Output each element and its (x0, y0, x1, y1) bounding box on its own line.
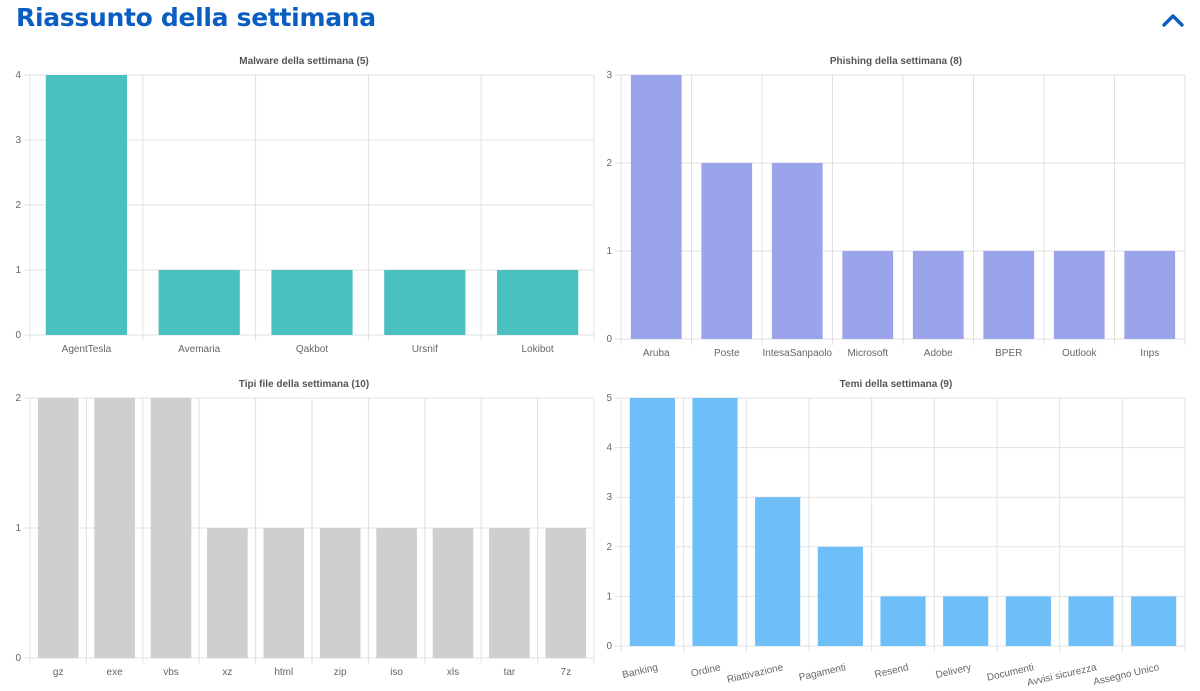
x-tick-label: vbs (163, 667, 179, 678)
bar-pagamenti[interactable] (817, 546, 863, 646)
x-tick-label: Outlook (1062, 348, 1097, 359)
x-tick-label: Inps (1140, 348, 1159, 359)
x-tick-label: Adobe (924, 348, 953, 359)
chart-title: Temi della settimana (9) (840, 379, 953, 390)
x-tick-label: Avvisi sicurezza (1026, 662, 1098, 689)
collapse-button[interactable] (1158, 8, 1188, 30)
chart-1: Malware della settimana (5) 0 1 2 3 4 AgentTes… (15, 56, 595, 355)
bar-ursnif[interactable] (384, 270, 466, 335)
bar-intesasanpaolo[interactable] (771, 163, 823, 339)
x-tick-label: Qakbot (296, 344, 328, 355)
x-tick-label: xz (222, 667, 232, 678)
bar-xls[interactable] (432, 528, 474, 658)
bar-xz[interactable] (207, 528, 248, 658)
x-tick-label: Aruba (643, 348, 670, 359)
x-tick-label: html (274, 667, 293, 678)
x-tick-label: 7z (561, 667, 572, 678)
bar-ordine[interactable] (692, 398, 738, 646)
chevron-up-icon (1162, 14, 1184, 27)
y-tick-label: 2 (606, 542, 612, 553)
x-tick-label: tar (504, 667, 516, 678)
bar-adobe[interactable] (912, 251, 964, 339)
x-tick-label: IntesaSanpaolo (762, 348, 832, 359)
page-title: Riassunto della settimana (16, 3, 376, 32)
bar-html[interactable] (263, 528, 305, 658)
bar-tar[interactable] (489, 528, 530, 658)
x-tick-label: iso (390, 667, 403, 678)
bar-avvisi-sicurezza[interactable] (1068, 596, 1114, 646)
bar-vbs[interactable] (150, 398, 192, 658)
x-tick-label: Pagamenti (798, 662, 847, 683)
bar-inps[interactable] (1124, 251, 1176, 339)
x-tick-label: Ursnif (412, 344, 438, 355)
bar-iso[interactable] (376, 528, 417, 658)
y-tick-label: 3 (606, 492, 612, 503)
bar-banking[interactable] (629, 398, 675, 646)
y-tick-label: 4 (15, 70, 21, 81)
y-tick-label: 4 (606, 443, 612, 454)
y-tick-label: 1 (606, 591, 612, 602)
bar-aruba[interactable] (630, 75, 682, 339)
chart-3: Tipi file della settimana (10) 0 1 2 gz exe vb… (15, 379, 595, 678)
y-tick-label: 2 (15, 393, 21, 404)
x-tick-label: Ordine (690, 662, 722, 680)
y-tick-label: 2 (606, 158, 612, 169)
bar-assegno-unico[interactable] (1131, 596, 1177, 646)
bar-riattivazione[interactable] (755, 497, 801, 646)
bar-delivery[interactable] (943, 596, 989, 646)
bar-qakbot[interactable] (271, 270, 353, 335)
chart-4: Temi della settimana (9) 0 1 2 3 4 5 Banking Ord… (606, 379, 1186, 689)
bar-7z[interactable] (545, 528, 587, 658)
y-tick-label: 3 (606, 70, 612, 81)
chart-title: Malware della settimana (5) (239, 56, 369, 67)
x-tick-label: BPER (995, 348, 1022, 359)
y-tick-label: 3 (15, 135, 21, 146)
x-tick-label: xls (447, 667, 459, 678)
x-tick-label: Resend (874, 662, 910, 680)
y-tick-label: 2 (15, 200, 21, 211)
bar-microsoft[interactable] (842, 251, 894, 339)
x-tick-label: Lokibot (521, 344, 553, 355)
bar-resend[interactable] (880, 596, 926, 646)
chart-2: Phishing della settimana (8) 0 1 2 3 Aruba Pos… (606, 56, 1186, 359)
y-tick-label: 0 (15, 653, 21, 664)
y-tick-label: 0 (606, 334, 612, 345)
bar-exe[interactable] (94, 398, 135, 658)
x-tick-label: zip (334, 667, 347, 678)
x-tick-label: Delivery (935, 662, 973, 681)
y-tick-label: 1 (15, 265, 21, 276)
x-tick-label: Microsoft (847, 348, 888, 359)
x-tick-label: exe (107, 667, 124, 678)
x-tick-label: gz (53, 667, 64, 678)
bar-gz[interactable] (37, 398, 79, 658)
y-tick-label: 0 (15, 330, 21, 341)
bar-zip[interactable] (319, 528, 361, 658)
y-tick-label: 1 (606, 246, 612, 257)
x-tick-label: Riattivazione (726, 662, 785, 686)
bar-bper[interactable] (983, 251, 1035, 339)
bar-poste[interactable] (701, 163, 753, 339)
bar-documenti[interactable] (1005, 596, 1051, 646)
x-tick-label: Banking (621, 662, 659, 681)
bar-lokibot[interactable] (496, 270, 579, 335)
chart-title: Tipi file della settimana (10) (239, 379, 369, 390)
bar-avemaria[interactable] (158, 270, 240, 335)
y-tick-label: 1 (15, 523, 21, 534)
bar-agenttesla[interactable] (45, 75, 128, 335)
bar-outlook[interactable] (1053, 251, 1105, 339)
y-tick-label: 5 (606, 393, 612, 404)
x-tick-label: Poste (714, 348, 740, 359)
x-tick-label: Assegno Unico (1092, 662, 1160, 688)
y-tick-label: 0 (606, 641, 612, 652)
x-tick-label: Avemaria (178, 344, 220, 355)
chart-title: Phishing della settimana (8) (830, 56, 962, 67)
x-tick-label: AgentTesla (62, 344, 112, 355)
